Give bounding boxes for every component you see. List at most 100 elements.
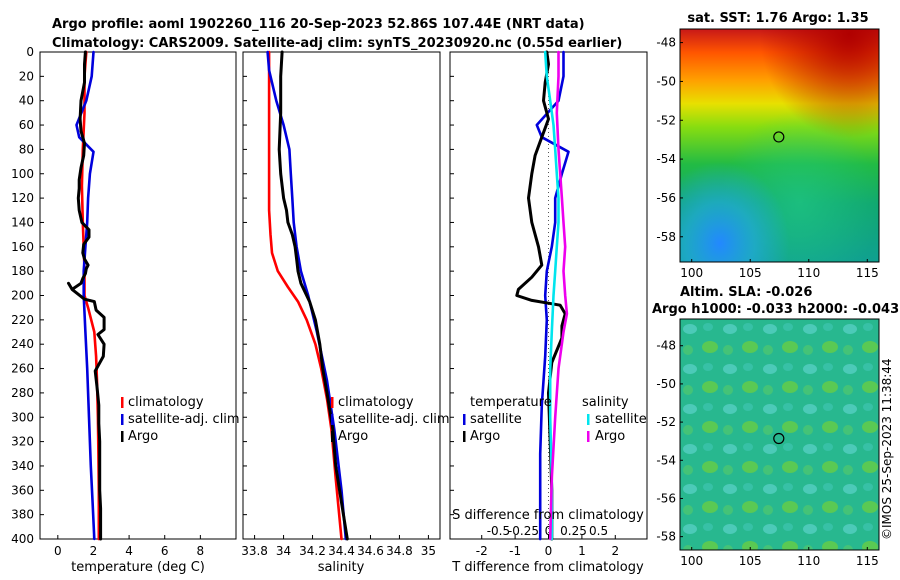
legend-header-temperature: temperature bbox=[470, 395, 552, 410]
temperature-lines bbox=[67, 50, 106, 541]
sst-map-title: sat. SST: 1.76 Argo: 1.35 bbox=[687, 11, 868, 26]
difference-panel: -2 -1 0 1 2 -0.5-0.25 0 0.25 0.5 S difference f… bbox=[449, 50, 648, 575]
legend-swatch-t-argo bbox=[463, 431, 466, 442]
temperature-panel: 0204060801001201401601802002202402602803… bbox=[11, 45, 240, 575]
depth-tick-label: 140 bbox=[11, 215, 34, 229]
x-tick-label: 34.6 bbox=[357, 544, 384, 558]
x-tick-label: 34.8 bbox=[386, 544, 413, 558]
legend-label-satellite-adj-2: satellite-adj. clim bbox=[338, 412, 450, 427]
x-tick-label: 4 bbox=[125, 544, 133, 558]
temperature-axes-box bbox=[39, 51, 237, 540]
salinity-xticks: 33.8 34 34.2 34.4 34.6 34.8 35 bbox=[241, 51, 436, 558]
map-x-tick-label: 105 bbox=[739, 554, 762, 568]
s-diff-tick-label: 0.25 bbox=[560, 524, 587, 538]
series-line-salinity-satellite bbox=[543, 50, 560, 541]
map-y-tick-label: -58 bbox=[656, 230, 676, 244]
depth-tick-label: 300 bbox=[11, 410, 34, 424]
series-line-temperature-satellite bbox=[535, 50, 570, 541]
depth-tick-label: 380 bbox=[11, 508, 34, 522]
depth-tick-label: 400 bbox=[11, 532, 34, 546]
difference-lines bbox=[515, 50, 570, 541]
depth-tick-label: 240 bbox=[11, 337, 34, 351]
legend-label-argo: Argo bbox=[128, 429, 158, 444]
x-tick-label: -1 bbox=[509, 544, 521, 558]
sla-tint bbox=[680, 319, 879, 550]
sla-heatmap bbox=[680, 319, 879, 550]
sst-argo-marker bbox=[773, 131, 785, 143]
legend-label-climatology: climatology bbox=[128, 395, 204, 410]
series-line-satellite-adj-clim bbox=[75, 50, 96, 541]
temperature-legend: climatology satellite-adj. clim Argo bbox=[121, 395, 240, 444]
series-line-argo bbox=[277, 50, 349, 541]
map-x-tick-label: 110 bbox=[797, 266, 820, 280]
depth-tick-label: 340 bbox=[11, 459, 34, 473]
depth-tick-label: 40 bbox=[19, 94, 34, 108]
title-line-1: Argo profile: aoml 1902260_116 20-Sep-20… bbox=[52, 17, 585, 32]
s-diff-xlabel: S difference from climatology bbox=[452, 508, 644, 523]
depth-tick-label: 360 bbox=[11, 483, 34, 497]
sst-cold-patch bbox=[680, 29, 879, 262]
map-y-tick-label: -54 bbox=[656, 453, 676, 467]
x-tick-label: 33.8 bbox=[241, 544, 268, 558]
map-x-tick-label: 115 bbox=[856, 266, 879, 280]
s-diff-tick-label: 0.5 bbox=[589, 524, 608, 538]
sst-heatmap bbox=[680, 29, 879, 262]
salinity-lines bbox=[266, 50, 349, 541]
map-y-tick-label: -48 bbox=[656, 36, 676, 50]
x-tick-label: 0 bbox=[545, 544, 553, 558]
depth-tick-label: 60 bbox=[19, 118, 34, 132]
legend-label-t-satellite: satellite bbox=[470, 412, 522, 427]
depth-tick-label: 180 bbox=[11, 264, 34, 278]
map-y-tick-label: -52 bbox=[656, 415, 676, 429]
x-tick-label: 2 bbox=[90, 544, 98, 558]
depth-tick-label: 280 bbox=[11, 386, 34, 400]
map-y-tick-label: -52 bbox=[656, 113, 676, 127]
legend-label-satellite-adj: satellite-adj. clim bbox=[128, 412, 240, 427]
depth-tick-label: 80 bbox=[19, 142, 34, 156]
difference-legend: temperature salinity satellite Argo sate… bbox=[463, 395, 647, 444]
depth-tick-label: 160 bbox=[11, 240, 34, 254]
series-line-argo bbox=[67, 50, 106, 541]
sla-map-title-1: Altim. SLA: -0.026 bbox=[680, 285, 812, 300]
legend-label-s-argo: Argo bbox=[595, 429, 625, 444]
sla-map-title-2: Argo h1000: -0.033 h2000: -0.043 bbox=[652, 302, 899, 317]
salinity-xlabel: salinity bbox=[318, 560, 365, 575]
map-y-tick-label: -48 bbox=[656, 339, 676, 353]
legend-swatch-climatology-2 bbox=[331, 397, 334, 408]
legend-swatch-argo bbox=[121, 431, 124, 442]
sla-map-frame bbox=[679, 318, 880, 551]
imos-watermark: ©IMOS 25-Sep-2023 11:38:44 bbox=[880, 358, 894, 540]
map-y-tick-label: -56 bbox=[656, 491, 676, 505]
temperature-xlabel: temperature (deg C) bbox=[71, 560, 205, 575]
sst-map: sat. SST: 1.76 Argo: 1.35 bbox=[656, 11, 880, 280]
map-x-tick-label: 110 bbox=[797, 554, 820, 568]
t-diff-xlabel: T difference from climatology bbox=[451, 560, 644, 575]
depth-tick-label: 0 bbox=[26, 45, 34, 59]
legend-label-climatology-2: climatology bbox=[338, 395, 414, 410]
sst-map-ticks: -48 -50 -52 -54 -56 -58 100 105 110 115 bbox=[656, 36, 878, 280]
legend-swatch-satellite-adj bbox=[121, 414, 124, 425]
difference-axes-box bbox=[449, 51, 648, 540]
depth-tick-label: 120 bbox=[11, 191, 34, 205]
map-x-tick-label: 105 bbox=[739, 266, 762, 280]
map-y-tick-label: -54 bbox=[656, 152, 676, 166]
s-diff-tick-label: -0.25 bbox=[508, 524, 539, 538]
map-x-tick-label: 115 bbox=[856, 554, 879, 568]
depth-tick-label: 260 bbox=[11, 362, 34, 376]
x-tick-label: 35 bbox=[421, 544, 436, 558]
x-tick-label: -2 bbox=[476, 544, 488, 558]
map-y-tick-label: -56 bbox=[656, 191, 676, 205]
x-tick-label: 34.4 bbox=[328, 544, 355, 558]
map-y-tick-label: -50 bbox=[656, 377, 676, 391]
legend-swatch-climatology bbox=[121, 397, 124, 408]
depth-tick-label: 100 bbox=[11, 167, 34, 181]
legend-swatch-s-satellite bbox=[587, 414, 590, 425]
map-y-tick-label: -50 bbox=[656, 74, 676, 88]
temperature-xticks: 0 2 4 6 8 bbox=[40, 51, 204, 558]
legend-label-t-argo: Argo bbox=[470, 429, 500, 444]
sla-map: Altim. SLA: -0.026 Argo h1000: -0.033 h2… bbox=[652, 285, 899, 568]
series-line-salinity-argo bbox=[548, 50, 569, 541]
legend-swatch-s-argo bbox=[587, 431, 590, 442]
salinity-legend: climatology satellite-adj. clim Argo bbox=[331, 395, 450, 444]
